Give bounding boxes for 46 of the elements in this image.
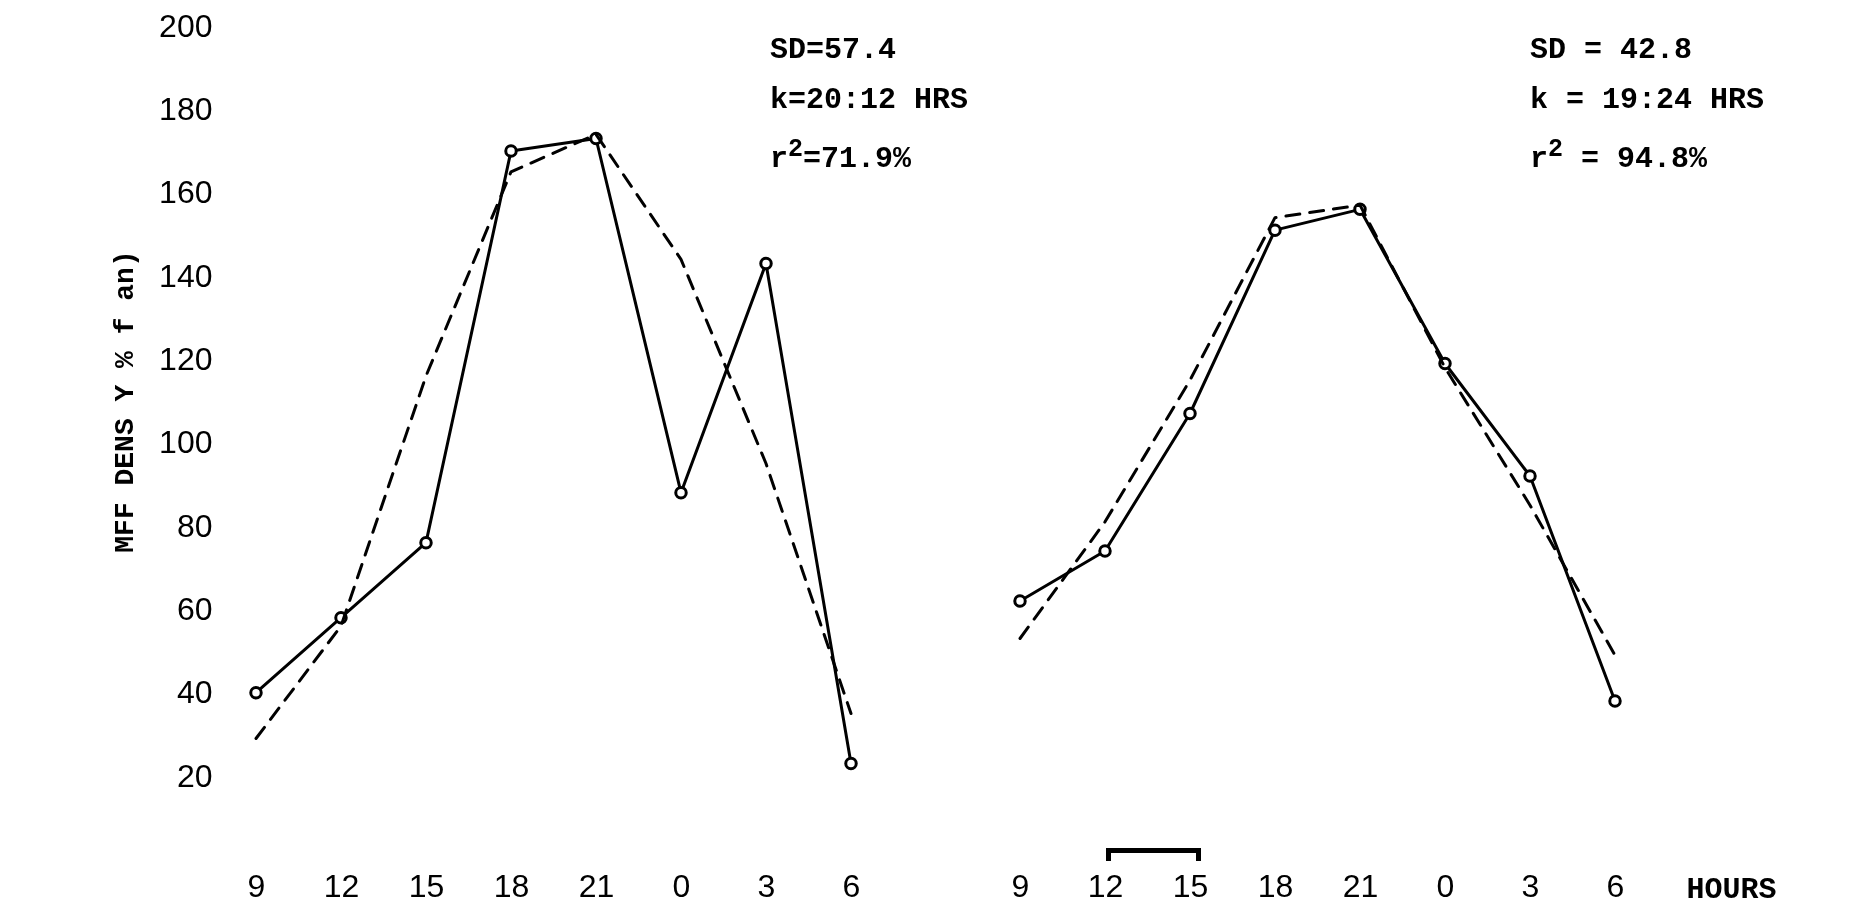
annotation: SD = 42.8 <box>1530 32 1693 69</box>
x-axis-title: HOURS <box>1686 872 1777 907</box>
y-tick-label: 160 <box>159 174 213 211</box>
x-tick-label: 12 <box>323 867 360 904</box>
y-tick-label: 40 <box>176 674 213 711</box>
point <box>674 485 688 500</box>
point <box>1268 223 1282 237</box>
x-tick-label: 0 <box>1436 867 1455 904</box>
annotation: k=20:12 HRS <box>770 82 969 119</box>
x-tick-label: 3 <box>757 867 776 904</box>
y-tick-label: 180 <box>159 90 213 127</box>
point <box>1013 594 1027 608</box>
annotation: SD=57.4 <box>770 32 897 69</box>
x-tick-label: 9 <box>1011 867 1030 904</box>
x-tick-label: 15 <box>408 867 445 904</box>
point <box>844 756 858 771</box>
x-tick-label: 21 <box>578 867 615 904</box>
y-tick-label: 80 <box>176 507 213 544</box>
y-tick-label: 140 <box>159 257 213 294</box>
point <box>1183 406 1197 421</box>
point <box>759 256 773 271</box>
y-axis-title: MFF DENS Y % f an) <box>110 250 142 553</box>
point <box>419 535 433 550</box>
point <box>1098 544 1112 558</box>
annotation: r$^{2}$ = 94.8% <box>1530 134 1708 178</box>
x-tick-label: 18 <box>493 867 530 904</box>
x-tick-label: 21 <box>1342 867 1379 904</box>
y-tick-label: 60 <box>176 590 213 627</box>
x-tick-label: 3 <box>1521 867 1540 904</box>
y-tick-label: 100 <box>159 424 213 461</box>
annotation: r$^{2}$=71.9% <box>770 134 912 178</box>
x-tick-label: 15 <box>1172 867 1209 904</box>
point <box>504 144 518 158</box>
x-tick-label: 9 <box>247 867 266 904</box>
x-tick-label: 6 <box>842 867 861 904</box>
x-tick-label: 6 <box>1606 867 1625 904</box>
x-tick-label: 18 <box>1257 867 1294 904</box>
y-tick-label: 120 <box>159 340 213 377</box>
point <box>249 685 263 700</box>
y-tick-label: 200 <box>159 7 213 44</box>
point <box>1523 469 1537 483</box>
x-tick-label: 0 <box>672 867 691 904</box>
y-tick-label: 20 <box>176 757 213 794</box>
x-tick-label: 12 <box>1087 867 1124 904</box>
annotation: k = 19:24 HRS <box>1530 82 1765 119</box>
point <box>1608 694 1622 708</box>
